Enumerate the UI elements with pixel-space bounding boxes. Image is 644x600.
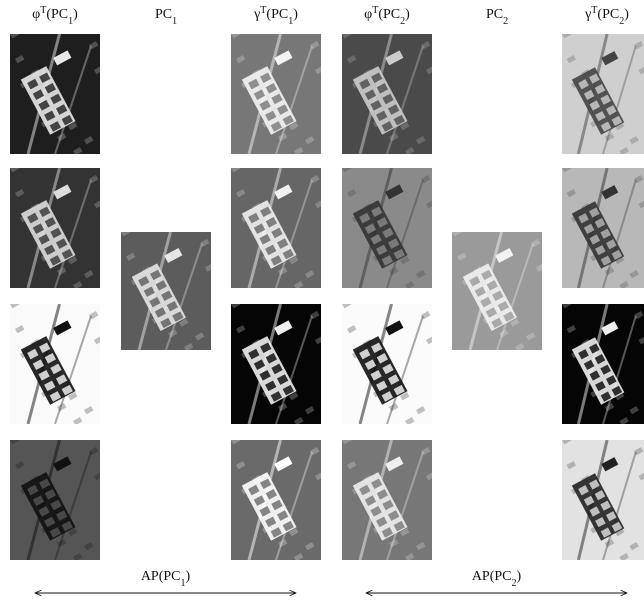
aerial-image [562, 164, 644, 289]
text-part: (PC [46, 7, 68, 22]
text-part: (PC [378, 7, 400, 22]
aerial-image [231, 30, 324, 155]
aerial-image [562, 30, 644, 155]
text-part: 1 [172, 16, 177, 27]
column-header: φT(PC1) [32, 5, 78, 27]
aerial-image [10, 30, 103, 155]
text-part: 2 [503, 16, 508, 27]
aerial-image [231, 164, 324, 289]
aerial-image [562, 436, 644, 561]
text-part: φ [364, 7, 372, 22]
column-header: γT(PC1) [253, 5, 298, 27]
aerial-image [10, 300, 103, 425]
text-part: γ [253, 7, 260, 22]
aerial-image [121, 228, 214, 351]
text-part: (PC [597, 7, 619, 22]
text-part: PC [155, 7, 172, 22]
text-part: γ [584, 7, 591, 22]
column-header: φT(PC2) [364, 5, 410, 27]
aerial-image [562, 300, 644, 425]
aerial-image [342, 436, 435, 561]
aerial-image [231, 300, 324, 425]
aerial-image [342, 164, 435, 289]
text-part: ) [186, 569, 191, 584]
aerial-image [342, 30, 435, 155]
text-part: φ [32, 7, 40, 22]
text-part: (PC [266, 7, 288, 22]
aerial-image [452, 228, 545, 351]
text-part: ) [73, 7, 78, 22]
text-part: AP(PC [472, 569, 512, 584]
column-header: γT(PC2) [584, 5, 629, 27]
group-label: AP(PC1) [141, 569, 191, 589]
text-part: ) [517, 569, 522, 584]
column-header: PC1 [155, 7, 177, 27]
text-part: AP(PC [141, 569, 181, 584]
text-part: ) [624, 7, 629, 22]
aerial-image [342, 300, 435, 425]
figure: φT(PC1)PC1γT(PC1)φT(PC2)PC2γT(PC2)AP(PC1… [0, 0, 644, 600]
column-header: PC2 [486, 7, 508, 27]
text-part: PC [486, 7, 503, 22]
text-part: ) [293, 7, 298, 22]
group-label: AP(PC2) [472, 569, 522, 589]
aerial-image [10, 436, 103, 561]
text-part: ) [405, 7, 410, 22]
aerial-image [10, 164, 103, 289]
aerial-image [231, 436, 324, 561]
